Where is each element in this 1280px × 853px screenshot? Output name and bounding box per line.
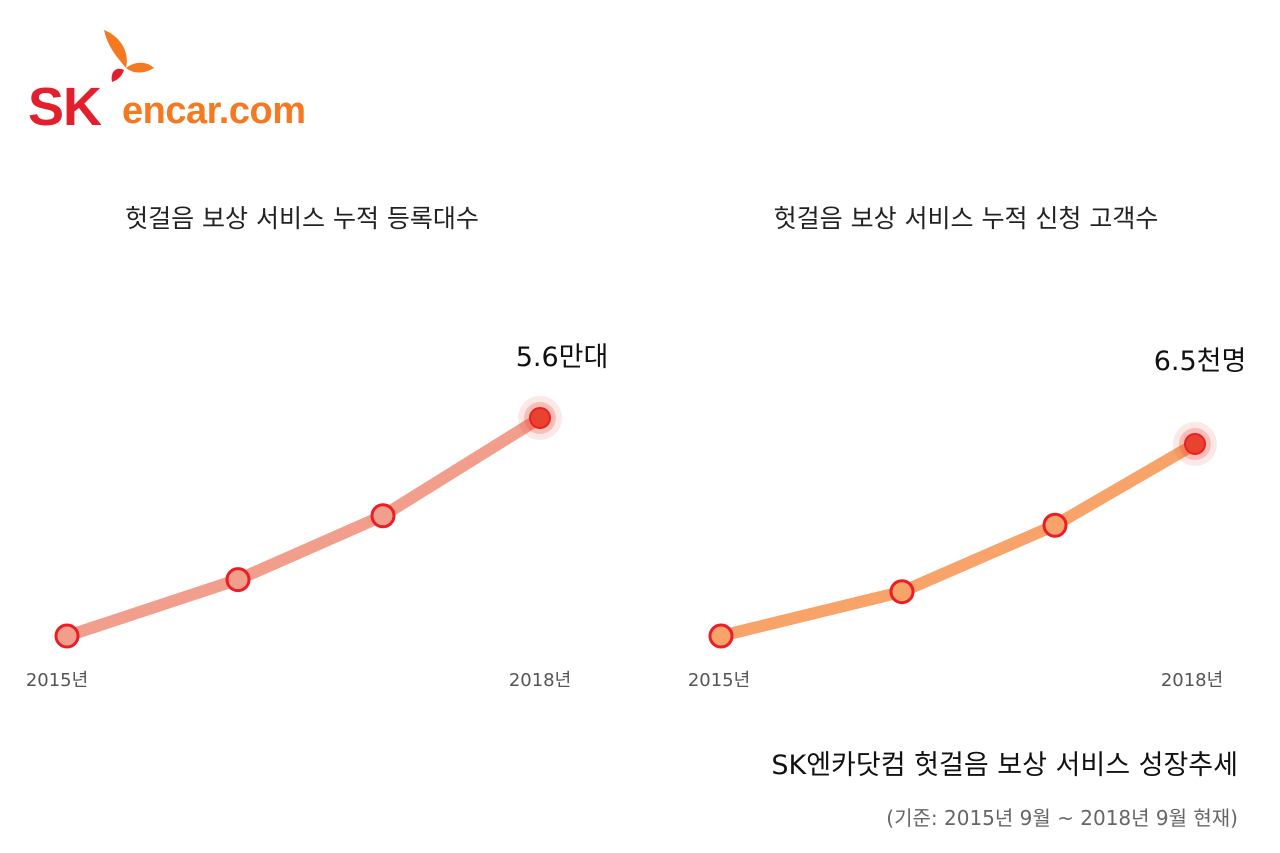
right-chart-title: 헛걸음 보상 서비스 누적 신청 고객수 xyxy=(773,204,1159,233)
right-point-2 xyxy=(1042,512,1068,538)
right-end-label: 6.5천명 xyxy=(1154,346,1247,377)
wing-red xyxy=(111,68,124,82)
right-point-0 xyxy=(708,623,734,649)
wing-lower xyxy=(126,62,154,73)
right-x-tick-0: 2015년 xyxy=(688,670,750,691)
logo-sk-text: SK xyxy=(28,77,102,137)
left-end-label: 5.6만대 xyxy=(516,342,609,373)
left-point-3 xyxy=(529,407,551,429)
left-x-tick-1: 2018년 xyxy=(509,670,571,691)
logo-encar-text: encar.com xyxy=(122,90,306,132)
left-point-1 xyxy=(225,567,251,593)
left-x-tick-0: 2015년 xyxy=(26,670,88,691)
caption-title: SK엔카닷컴 헛걸음 보상 서비스 성장추세 xyxy=(771,750,1238,781)
wing-upper xyxy=(104,30,127,68)
brand-logo: SK encar.com xyxy=(28,26,328,136)
right-point-1 xyxy=(889,579,915,605)
left-chart-title: 헛걸음 보상 서비스 누적 등록대수 xyxy=(125,204,479,233)
right-series-line xyxy=(715,438,1201,642)
caption-note: (기준: 2015년 9월 ~ 2018년 9월 현재) xyxy=(886,806,1238,830)
left-point-2 xyxy=(370,503,396,529)
butterfly-wings-icon xyxy=(104,30,154,82)
right-x-tick-1: 2018년 xyxy=(1161,670,1223,691)
left-series-line xyxy=(61,412,546,642)
right-point-3 xyxy=(1184,433,1206,455)
left-point-0 xyxy=(54,623,80,649)
